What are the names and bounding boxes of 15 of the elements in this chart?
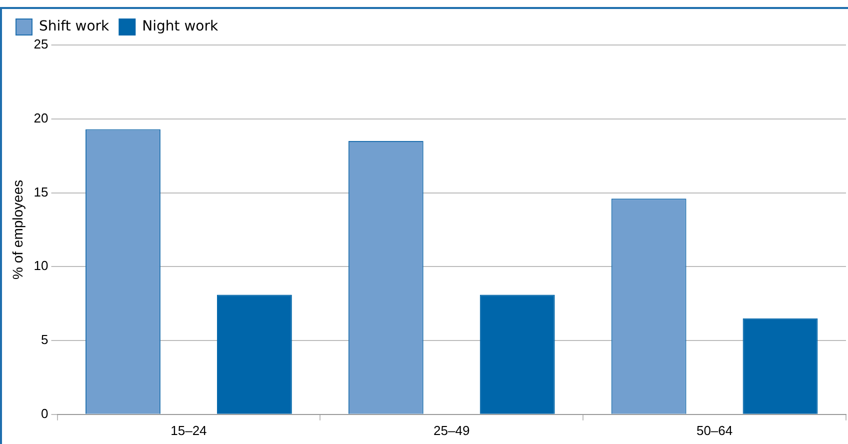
y-tick-label: 10 [34,258,48,274]
y-tick-label: 5 [41,332,48,348]
x-tick-label: 25–49 [434,422,470,438]
x-tick-label: 15–24 [170,422,207,438]
y-tick-label: 0 [41,406,48,421]
bar [216,294,292,414]
y-tick-label: 20 [34,110,48,126]
y-axis-title: % of employees [9,180,26,280]
x-tick-label: 50–64 [696,422,733,438]
legend-label: Shift work [39,18,110,35]
y-tick-label: 25 [34,36,48,52]
legend-label: Night work [142,18,219,35]
bar [742,318,818,414]
bar [480,294,555,414]
y-tick-label: 15 [34,184,48,200]
